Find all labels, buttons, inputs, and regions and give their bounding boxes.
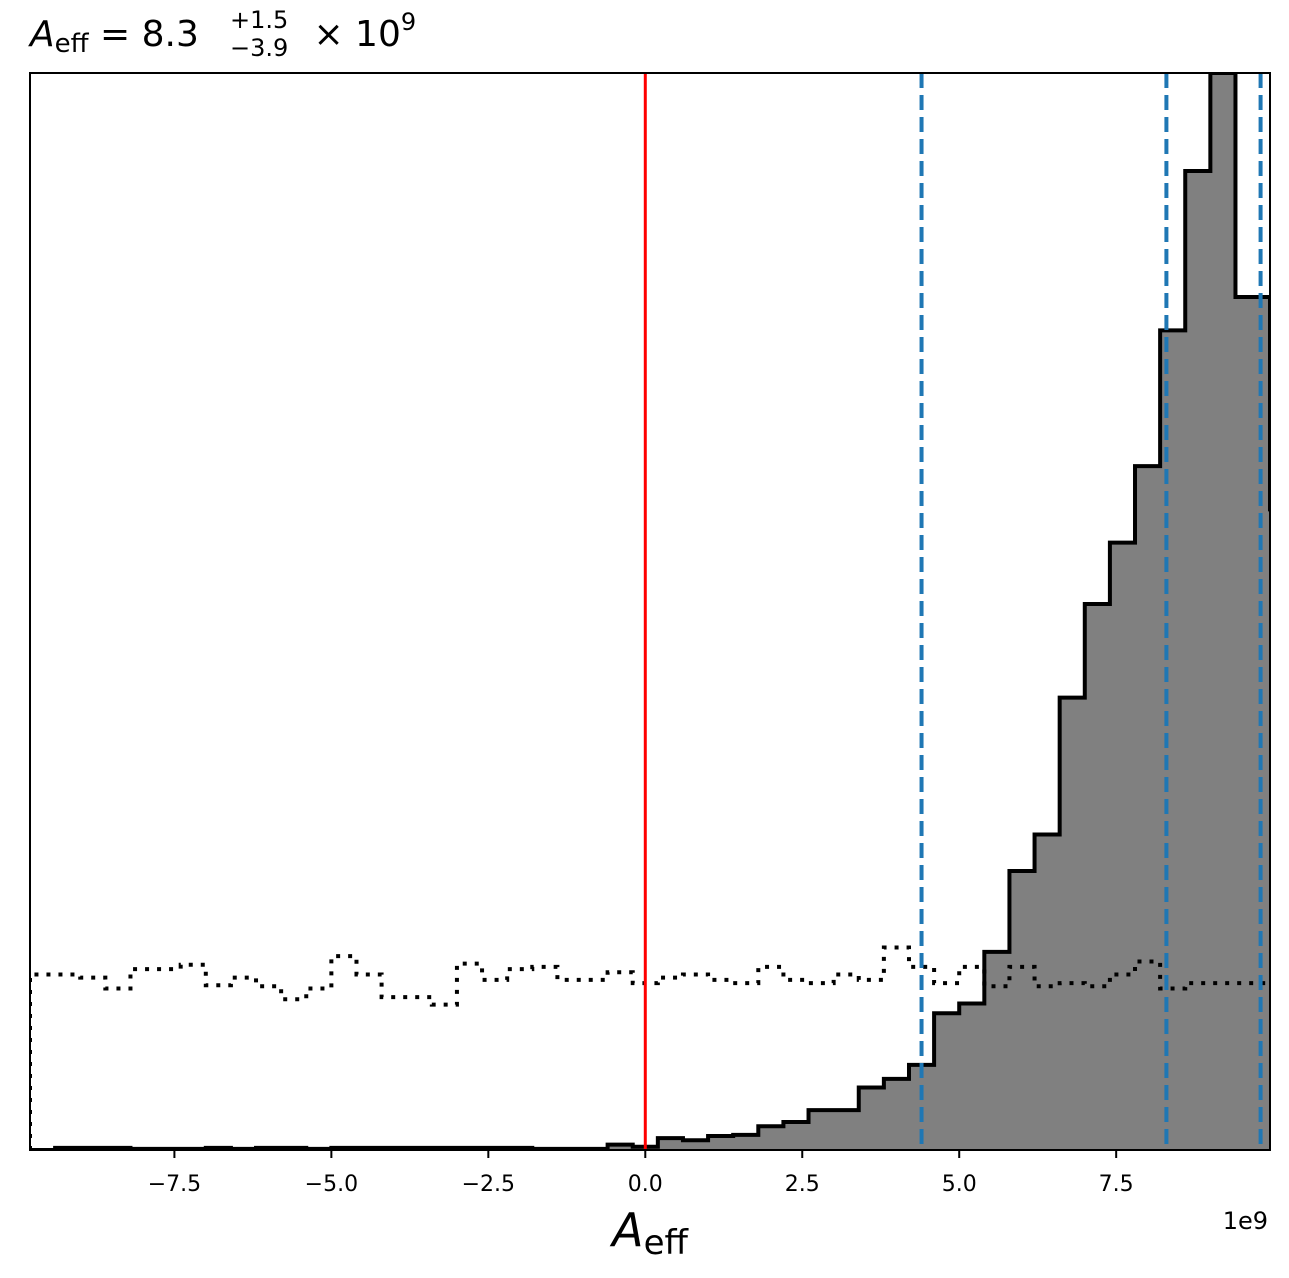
title-variable-subscript: eff [55, 29, 90, 59]
posterior-bar [1160, 330, 1186, 1150]
prior-histogram [30, 945, 1270, 1150]
title-variable: A [28, 14, 55, 55]
posterior-bar [808, 1110, 835, 1150]
title-upper-error: +1.5 [230, 6, 288, 34]
posterior-bar [657, 1138, 684, 1150]
posterior-histogram [30, 73, 1270, 1150]
x-tick-label: 2.5 [785, 1172, 820, 1197]
posterior-bar [783, 1121, 810, 1150]
offset-text: 1e9 [1223, 1207, 1268, 1235]
title-median: 8.3 [142, 14, 199, 55]
x-tick-label: 5.0 [942, 1172, 977, 1197]
title-equals: = [89, 14, 142, 55]
posterior-bar [607, 1144, 634, 1150]
x-axis-ticks: −7.5 −5.0 −2.5 0.0 2.5 5.0 7.5 [148, 1150, 1134, 1197]
posterior-bar [858, 1087, 885, 1150]
title-scale: × 109 [302, 8, 416, 55]
posterior-bar [1009, 871, 1036, 1150]
posterior-bar [758, 1126, 785, 1150]
x-axis-label-main: A [609, 1203, 643, 1257]
posterior-bar [1059, 697, 1086, 1150]
posterior-bar [733, 1134, 759, 1150]
x-tick-label: −2.5 [462, 1172, 515, 1197]
title-exponent: 9 [401, 8, 416, 36]
posterior-bar [883, 1078, 910, 1150]
chart-title: Aeff = 8.3 [28, 14, 199, 59]
x-tick-label: 0.0 [628, 1172, 663, 1197]
x-tick-label: −7.5 [148, 1172, 201, 1197]
posterior-bar [959, 1003, 985, 1150]
posterior-bar [1034, 834, 1061, 1150]
reference-lines [643, 73, 1263, 1150]
x-axis-label: Aeff [609, 1203, 689, 1263]
posterior-bar [984, 951, 1011, 1150]
x-tick-label: −5.0 [305, 1172, 358, 1197]
posterior-bar [1084, 603, 1111, 1150]
x-tick-label: 7.5 [1099, 1172, 1134, 1197]
posterior-outline [30, 73, 1270, 1150]
title-lower-error: −3.9 [230, 34, 288, 62]
plot-area [30, 73, 1270, 1150]
posterior-bar [934, 1013, 960, 1150]
posterior-bar [1109, 542, 1136, 1150]
title-times-ten: × 10 [302, 14, 401, 55]
posterior-bar [708, 1135, 734, 1150]
posterior-bar [1210, 73, 1237, 1150]
posterior-bar [833, 1110, 860, 1150]
plot-frame [29, 72, 1271, 1151]
x-axis-label-subscript: eff [644, 1223, 690, 1263]
prior-outline [30, 945, 1270, 1150]
posterior-bar [1185, 171, 1211, 1150]
posterior-bar [1135, 466, 1161, 1150]
posterior-bar [1235, 297, 1270, 1150]
posterior-bar [682, 1140, 709, 1150]
